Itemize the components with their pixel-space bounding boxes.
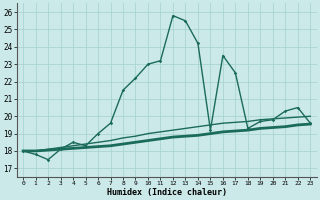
X-axis label: Humidex (Indice chaleur): Humidex (Indice chaleur) [107, 188, 227, 197]
